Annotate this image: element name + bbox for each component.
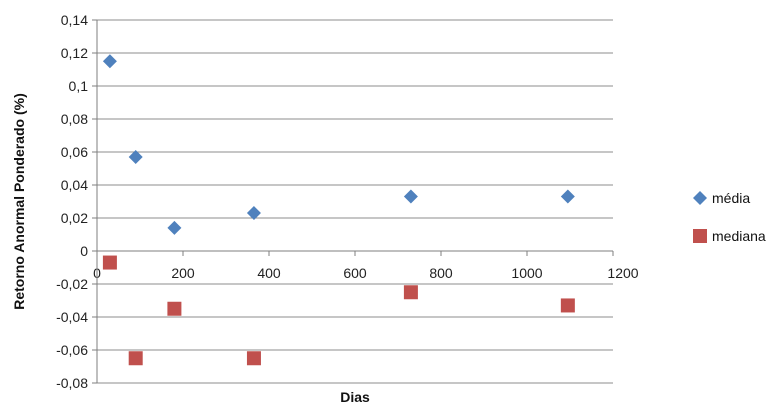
- y-tick-label: 0,1: [69, 78, 89, 94]
- x-tick-label: 200: [171, 265, 195, 281]
- y-tick-label: 0,06: [61, 144, 88, 160]
- legend-mediana-marker: [693, 229, 707, 243]
- y-tick-label: 0,08: [61, 111, 88, 127]
- media-point: [128, 149, 143, 164]
- legend-media-marker: [693, 191, 707, 205]
- y-tick-label: -0,06: [56, 342, 88, 358]
- mediana-point: [560, 298, 575, 313]
- y-tick-label: 0,02: [61, 210, 88, 226]
- y-tick-label: -0,08: [56, 375, 88, 391]
- x-axis-tick-labels: 020040060080010001200: [93, 251, 639, 281]
- legend-label: média: [712, 190, 750, 206]
- x-tick-label: 600: [343, 265, 367, 281]
- y-axis-tick-labels: -0,08 -0,06 -0,04 -0,02 0 0,02 0,04 0,06 0,08 0,1…: [56, 12, 88, 391]
- y-tick-label: -0,04: [56, 309, 88, 325]
- mediana-point: [403, 285, 418, 300]
- mediana-point: [246, 351, 261, 366]
- gridlines: [92, 19, 613, 384]
- y-tick-label: 0,12: [61, 45, 88, 61]
- x-tick-label: 1200: [607, 265, 638, 281]
- y-tick-label: 0: [80, 243, 88, 259]
- y-tick-label: 0,04: [61, 177, 88, 193]
- y-axis-title: Retorno Anormal Ponderado (%): [11, 93, 27, 310]
- media-point: [246, 206, 261, 221]
- legend-label: mediana: [712, 228, 766, 244]
- x-axis-title: Dias: [340, 389, 370, 405]
- data-points: [102, 54, 575, 366]
- y-tick-label: 0,14: [61, 12, 88, 28]
- x-tick-label: 400: [257, 265, 281, 281]
- media-point: [560, 189, 575, 204]
- mediana-point: [102, 255, 117, 270]
- media-point: [403, 189, 418, 204]
- media-point: [102, 54, 117, 69]
- mediana-point: [128, 351, 143, 366]
- legend: média mediana: [693, 190, 766, 244]
- media-point: [167, 220, 182, 235]
- mediana-point: [167, 301, 182, 316]
- x-tick-label: 1000: [511, 265, 542, 281]
- x-tick-label: 800: [429, 265, 453, 281]
- y-tick-label: -0,02: [56, 276, 88, 292]
